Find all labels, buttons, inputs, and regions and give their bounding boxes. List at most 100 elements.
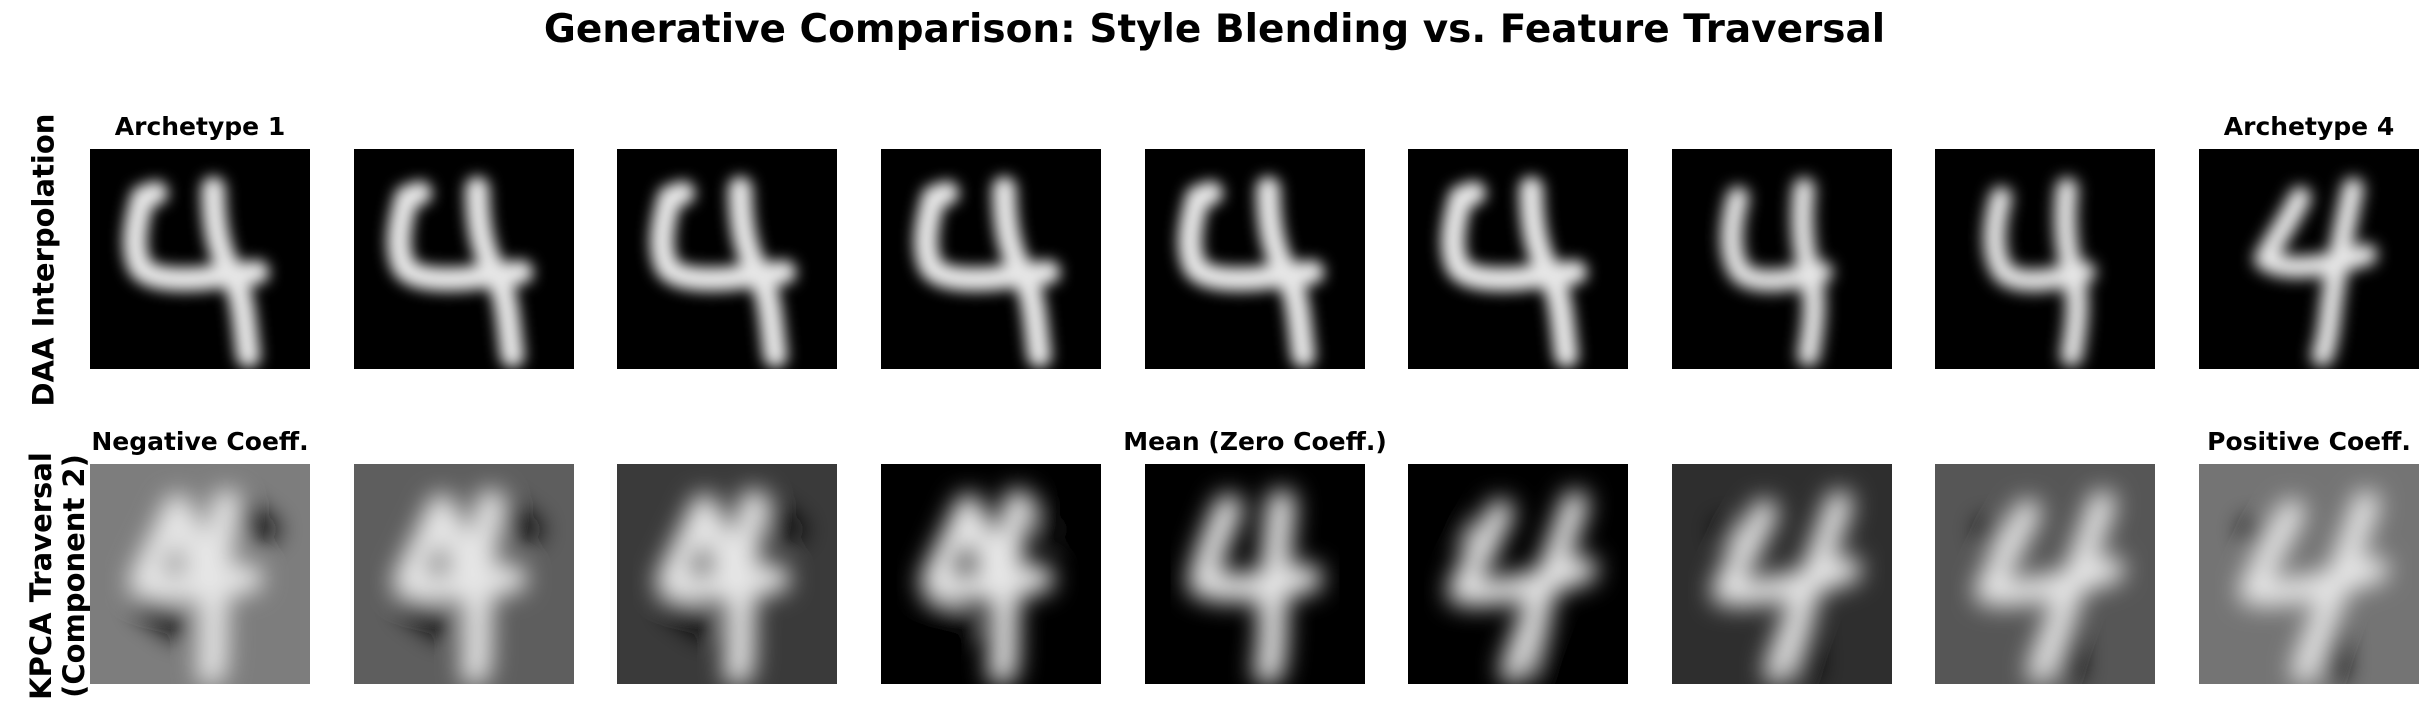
digit-stroke: [196, 489, 241, 684]
digit-stroke: [394, 180, 433, 210]
digit-image: [1935, 464, 2155, 684]
image-background: [90, 149, 310, 369]
digit-stroke: [386, 185, 534, 292]
daa-panel: [354, 149, 574, 369]
digit-stroke: [699, 511, 737, 576]
digit-image: [90, 149, 310, 369]
digit-image: [2199, 149, 2419, 369]
image-background: [1408, 149, 1628, 369]
digit-stroke: [723, 489, 768, 684]
digit-image: [1672, 464, 1892, 684]
row-label-line: (Component 2): [57, 454, 91, 698]
kpca-panel: [354, 464, 574, 684]
digit-image: [90, 464, 310, 684]
digit-four-stroke: [919, 489, 1070, 684]
digit-stroke: [987, 489, 1032, 684]
panel-title: Archetype 1: [114, 112, 286, 141]
digit-four-stroke: [1983, 177, 2096, 367]
digit-stroke: [1764, 490, 1853, 684]
digit-four-stroke: [392, 489, 543, 684]
daa-panel: [1935, 149, 2155, 369]
digit-image: [1145, 149, 1365, 369]
image-background: [1145, 149, 1365, 369]
digit-image: [881, 464, 1101, 684]
digit-four-stroke: [913, 176, 1061, 368]
digit-stroke: [649, 185, 797, 292]
digit-four-stroke: [1711, 490, 1862, 684]
digit-image: [881, 149, 1101, 369]
digit-image: [2199, 464, 2419, 684]
dark-artifact-stroke: [1013, 495, 1070, 543]
digit-image: [1672, 149, 1892, 369]
digit-four-stroke: [1177, 176, 1325, 368]
kpca-panel: [881, 464, 1101, 684]
digit-image: [1408, 464, 1628, 684]
digit-stroke: [657, 180, 696, 210]
digit-image: [617, 464, 837, 684]
digit-four-stroke: [1440, 176, 1588, 368]
digit-image: [617, 149, 837, 369]
dark-artifact-stroke: [661, 591, 718, 640]
panel-title: Negative Coeff.: [91, 427, 309, 456]
daa-panel: [617, 149, 837, 369]
daa-panel: [881, 149, 1101, 369]
digit-stroke: [1983, 186, 2096, 292]
digit-four-stroke: [128, 489, 279, 684]
digit-image: [1935, 149, 2155, 369]
digit-stroke: [1791, 177, 1825, 367]
digit-stroke: [913, 185, 1061, 292]
digit-stroke: [2291, 490, 2380, 684]
kpca-panel: [1145, 464, 1365, 684]
digit-stroke: [1500, 490, 1589, 684]
figure-title: Generative Comparison: Style Blending vs…: [543, 7, 1886, 52]
digit-stroke: [1720, 186, 1833, 292]
digit-stroke: [921, 180, 960, 210]
digit-stroke: [1253, 489, 1296, 684]
digit-four-stroke: [2238, 490, 2389, 684]
row-label-daa: DAA Interpolation: [26, 113, 61, 407]
digit-stroke: [1448, 180, 1487, 210]
dark-artifact-stroke: [749, 495, 806, 543]
daa-panel: [1408, 149, 1628, 369]
dark-artifact-stroke: [486, 495, 543, 543]
digit-four-stroke: [1447, 490, 1598, 684]
row-label-kpca: KPCA Traversal (Component 2): [24, 452, 91, 700]
panel-title: Positive Coeff.: [2207, 427, 2411, 456]
image-background: [354, 149, 574, 369]
digit-stroke: [436, 511, 474, 576]
panel-title: Mean (Zero Coeff.): [1123, 427, 1387, 456]
image-background: [1672, 149, 1892, 369]
row-label-line: DAA Interpolation: [26, 113, 61, 407]
digit-image: [354, 149, 574, 369]
digit-stroke: [2311, 177, 2364, 367]
digit-image: [1145, 464, 1365, 684]
digit-stroke: [963, 511, 1001, 576]
digit-stroke: [728, 176, 788, 368]
digit-stroke: [201, 176, 261, 368]
digit-four-stroke: [386, 176, 534, 368]
dark-artifact-stroke: [222, 495, 279, 543]
digit-stroke: [992, 176, 1052, 368]
kpca-panel: [1672, 464, 1892, 684]
digit-four-stroke: [1720, 177, 1833, 367]
digit-four-stroke: [122, 176, 270, 368]
digit-stroke: [172, 511, 210, 576]
digit-stroke: [1185, 180, 1224, 210]
digit-stroke: [460, 489, 505, 684]
image-background: [1935, 149, 2155, 369]
digit-stroke: [122, 185, 270, 292]
digit-stroke: [130, 180, 169, 210]
digit-stroke: [1519, 176, 1579, 368]
kpca-panel: [617, 464, 837, 684]
digit-stroke: [2054, 177, 2088, 367]
digit-stroke: [1177, 185, 1325, 292]
daa-panel: [1672, 149, 1892, 369]
digit-stroke: [2027, 490, 2116, 684]
dark-artifact-stroke: [398, 591, 455, 640]
daa-panel: [2199, 149, 2419, 369]
daa-panel: [1145, 149, 1365, 369]
row-label-line: KPCA Traversal: [24, 452, 58, 700]
dark-artifact-stroke: [134, 591, 191, 640]
digit-four-stroke: [1974, 490, 2125, 684]
panel-title: Archetype 4: [2223, 112, 2395, 141]
